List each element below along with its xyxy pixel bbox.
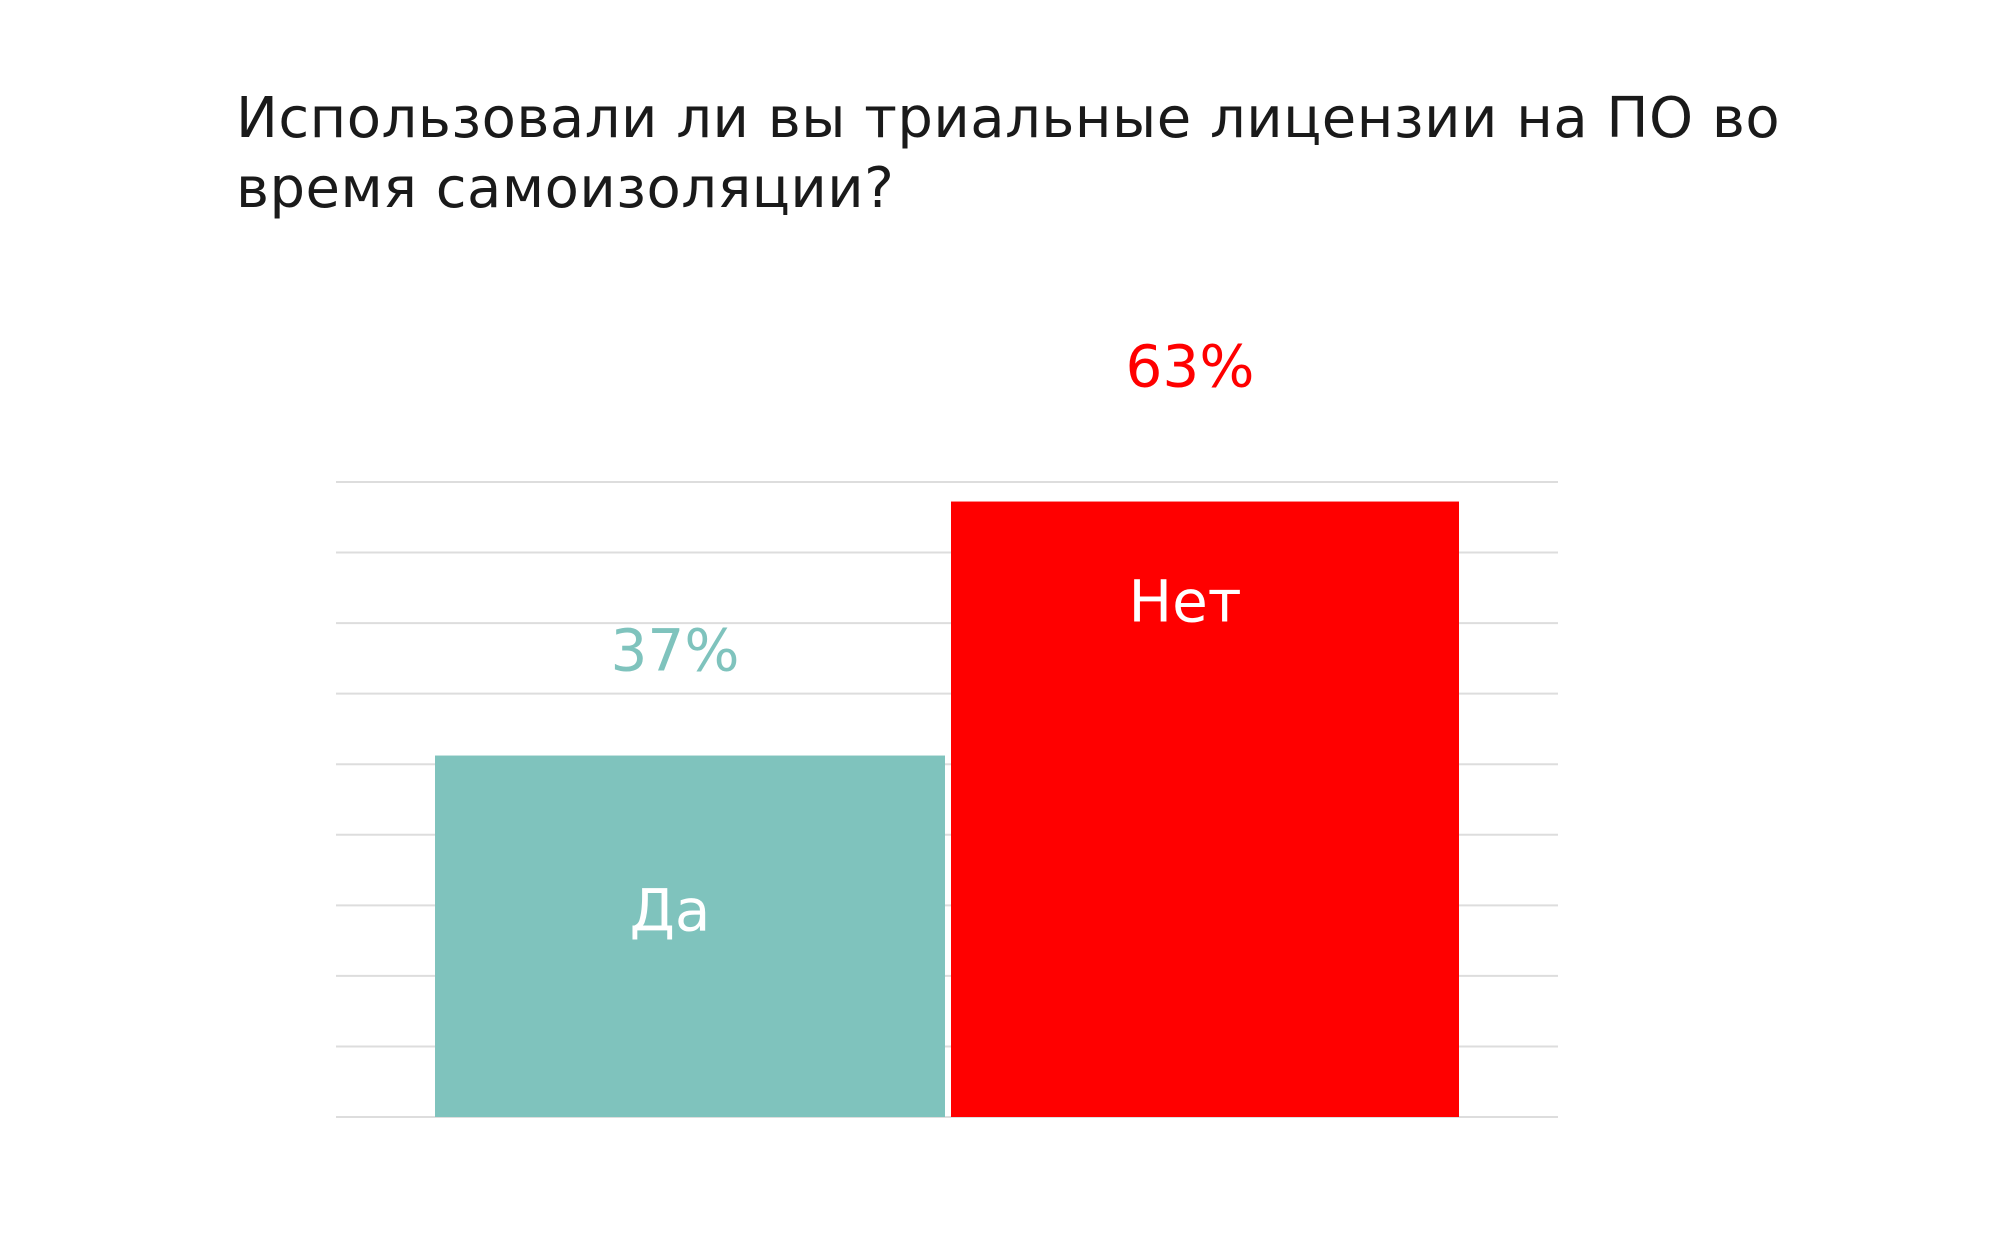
category-label: Нет xyxy=(1128,568,1241,636)
chart-title: Использовали ли вы триальные лицензии на… xyxy=(236,86,1781,221)
bar-Нет xyxy=(951,501,1459,1117)
labels: Да 37% Нет 63% xyxy=(611,333,1255,945)
value-label: 37% xyxy=(611,617,740,685)
bar-Да xyxy=(435,755,945,1117)
bars xyxy=(435,501,1459,1117)
value-label: 63% xyxy=(1126,333,1255,401)
category-label: Да xyxy=(630,877,711,945)
